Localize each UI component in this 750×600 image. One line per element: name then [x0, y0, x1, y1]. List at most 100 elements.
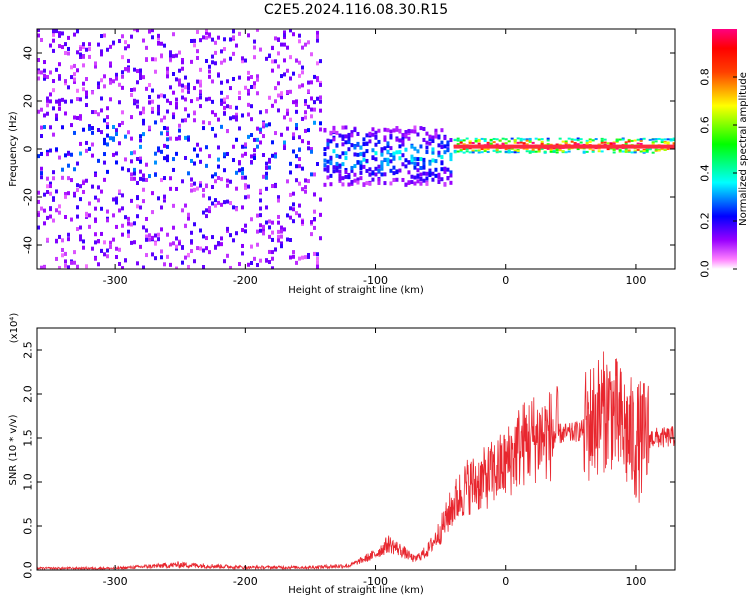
spectrogram-cell: [335, 130, 339, 135]
spectrogram-cell: [76, 29, 79, 34]
spectrogram-cell: [169, 262, 172, 267]
spectrogram-cell: [181, 66, 184, 71]
spectrogram-cell: [645, 149, 649, 152]
spectrogram-cell: [100, 231, 103, 236]
spectrogram-cell: [85, 178, 88, 183]
spectrogram-cell: [283, 140, 286, 145]
spectrogram-cell: [91, 90, 94, 95]
spectrogram-cell: [304, 99, 307, 104]
spectrogram-peak-line: [453, 144, 675, 149]
spectrogram-cell: [118, 100, 121, 105]
spectrogram-cell: [136, 104, 139, 109]
spectrogram-cell: [410, 160, 414, 165]
spectrogram-cell: [226, 151, 229, 156]
spectrogram-cell: [91, 153, 94, 158]
spectrogram-cell: [235, 186, 238, 191]
spectrogram-cell: [516, 137, 520, 140]
spectrogram-cell: [58, 74, 61, 79]
spectrogram-cell: [160, 178, 163, 183]
spectrogram-cell: [304, 110, 307, 115]
spectrogram-cell: [250, 244, 253, 249]
spectrogram-cell: [40, 37, 43, 42]
spectrogram-cell: [226, 199, 229, 204]
spectrogram-cell: [292, 250, 295, 255]
spectrogram-cell: [298, 39, 301, 44]
spectrogram-cell: [310, 52, 313, 57]
spectrogram-cell: [172, 115, 175, 120]
spectrogram-cell: [292, 202, 295, 207]
spectrogram-cell: [347, 182, 351, 187]
spectrogram-cell: [202, 234, 205, 239]
spectrogram-cell: [121, 193, 124, 198]
spectrogram-cell: [130, 34, 133, 39]
spectrogram-cell: [67, 163, 70, 168]
spectrogram-cell: [362, 153, 366, 158]
spectrogram-cell: [555, 151, 559, 154]
spectrogram-cell: [326, 175, 330, 180]
spectrogram-cell: [483, 150, 487, 153]
spectrogram-cell: [434, 159, 438, 164]
spectrogram-cell: [335, 161, 339, 166]
x-tick-label: -200: [233, 274, 258, 287]
spectrogram-cell: [88, 224, 91, 229]
spectrogram-cell: [223, 259, 226, 264]
spectrogram-cell: [61, 175, 64, 180]
spectrogram-cell: [268, 225, 271, 230]
spectrogram-cell: [319, 197, 322, 202]
spectrogram-cell: [338, 169, 342, 174]
spectrogram-cell: [124, 67, 127, 72]
spectrogram-cell: [211, 235, 214, 240]
spectrogram-cell: [73, 250, 76, 255]
spectrogram-cell: [453, 138, 457, 141]
spectrogram-cell: [657, 149, 661, 152]
spectrogram-cell: [133, 29, 136, 32]
spectrogram-cell: [380, 160, 384, 165]
spectrogram-cell: [124, 157, 127, 162]
spectrogram-cell: [73, 260, 76, 265]
spectrogram-cell: [109, 97, 112, 102]
spectrogram-cell: [304, 115, 307, 120]
spectrogram-cell: [338, 176, 342, 181]
spectrogram-cell: [85, 94, 88, 99]
spectrogram-cell: [136, 69, 139, 74]
spectrogram-cell: [274, 154, 277, 159]
colorbar-tick-label: 0.8: [699, 68, 712, 86]
spectrogram-cell: [97, 81, 100, 86]
spectrogram-cell: [262, 121, 265, 126]
spectrogram-cell: [103, 252, 106, 257]
spectrogram-cell: [205, 35, 208, 40]
spectrogram-cell: [76, 88, 79, 93]
spectrogram-cell: [359, 145, 363, 150]
spectrogram-cell: [121, 85, 124, 90]
spectrogram-cell: [76, 227, 79, 232]
spectrogram-cell: [310, 172, 313, 177]
spectrogram-cell: [407, 180, 411, 185]
spectrogram-cell: [154, 120, 157, 125]
spectrogram-cell: [115, 72, 118, 77]
spectrogram-cell: [338, 133, 342, 138]
spectrogram-cell: [537, 138, 541, 141]
spectrogram-cell: [184, 203, 187, 208]
spectrogram-cell: [301, 166, 304, 171]
spectrogram-cell: [133, 150, 136, 155]
spectrogram-cell: [368, 181, 372, 186]
spectrogram-cell: [347, 147, 351, 152]
spectrogram-cell: [561, 150, 565, 153]
spectrogram-cell: [217, 117, 220, 122]
spectrogram-cell: [94, 240, 97, 245]
spectrogram-cell: [642, 149, 646, 152]
spectrogram-cell: [443, 166, 447, 171]
spectrogram-cell: [374, 172, 378, 177]
spectrogram-cell: [579, 138, 583, 141]
spectrogram-cell: [250, 104, 253, 109]
spectrogram-cell: [371, 132, 375, 137]
spectrogram-cell: [413, 175, 417, 180]
spectrogram-cell: [480, 151, 484, 154]
spectrogram-cell: [148, 174, 151, 179]
spectrogram-cell: [118, 82, 121, 87]
spectrogram-cell: [196, 186, 199, 191]
spectrogram-cell: [271, 153, 274, 158]
spectrogram-cell: [133, 101, 136, 106]
spectrogram-cell: [295, 58, 298, 63]
spectrogram-cell: [567, 137, 571, 140]
